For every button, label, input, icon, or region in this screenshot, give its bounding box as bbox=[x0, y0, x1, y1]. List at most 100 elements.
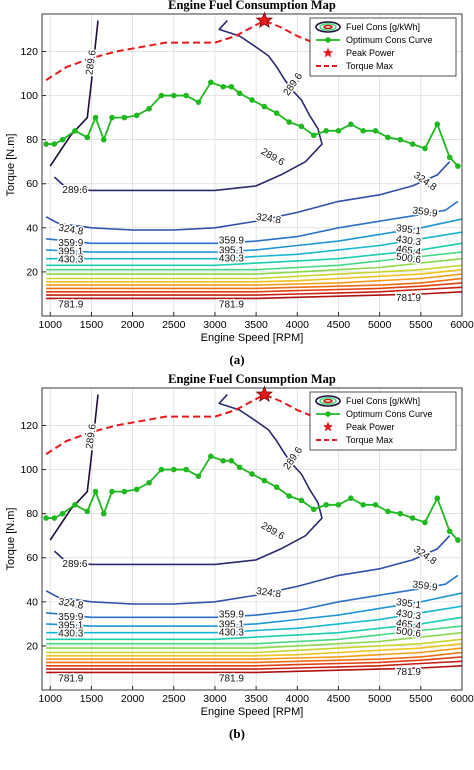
contour-label: 289.6 bbox=[84, 49, 98, 76]
optimum-curve-point bbox=[109, 488, 115, 495]
optimum-curve-point bbox=[59, 136, 66, 143]
optimum-curve-point bbox=[434, 121, 441, 128]
optimum-curve-point bbox=[92, 114, 99, 121]
peak-power-marker bbox=[255, 385, 274, 403]
contour-label: 395.1 bbox=[395, 223, 422, 237]
y-tick-label: 80 bbox=[26, 508, 38, 520]
optimum-curve-point bbox=[43, 141, 49, 147]
chart-panel-b: Engine Fuel Consumption Map 289.6 289.6 289… bbox=[0, 374, 474, 759]
contour-line-676.4 bbox=[46, 277, 462, 290]
contour-label: 289.6 bbox=[62, 185, 87, 196]
chart-panel-a: Engine Fuel Consumption Map 289.6 289.6 289… bbox=[5, 0, 474, 367]
contour-line-781.9 bbox=[46, 291, 462, 300]
optimum-curve-point bbox=[397, 136, 404, 143]
optimum-curve-point bbox=[100, 510, 107, 517]
x-tick-label: 2500 bbox=[162, 319, 186, 331]
optimum-curve-point bbox=[121, 114, 128, 121]
contour-label: 781.9 bbox=[219, 300, 244, 311]
contour-line-395.1 bbox=[46, 592, 462, 627]
optimum-curve-point bbox=[372, 128, 379, 134]
peak-power-marker bbox=[255, 11, 274, 29]
optimum-curve-point bbox=[261, 103, 268, 110]
contour-line-781.9 bbox=[46, 665, 462, 674]
y-tick-label: 60 bbox=[26, 552, 38, 564]
contour-label: 359.9 bbox=[58, 238, 83, 249]
optimum-curve-point bbox=[455, 537, 461, 543]
legend-fuel-cons-icon bbox=[319, 396, 337, 405]
optimum-curve-point bbox=[335, 128, 342, 134]
legend-fuel-cons-icon bbox=[323, 24, 333, 30]
x-tick-label: 6000 bbox=[450, 319, 474, 331]
optimum-curve-point bbox=[170, 92, 177, 99]
optimum-curve-point bbox=[385, 134, 391, 141]
x-tick-label: 3000 bbox=[203, 319, 227, 331]
contour-line-430.3 bbox=[46, 605, 462, 634]
optimum-curve-point bbox=[236, 464, 243, 471]
optimum-curve-point bbox=[310, 506, 317, 513]
optimum-curve-point bbox=[286, 119, 292, 125]
panel-caption: (b) bbox=[229, 726, 245, 741]
optimum-curve-point bbox=[261, 477, 268, 484]
x-tick-label: 3000 bbox=[203, 693, 227, 705]
contour-line-359.9 bbox=[46, 200, 459, 245]
legend-entry: Peak Power bbox=[346, 422, 395, 432]
optimum-curve-point bbox=[43, 515, 49, 521]
x-tick-label: 5500 bbox=[409, 693, 433, 705]
x-tick-label: 4500 bbox=[327, 319, 351, 331]
optimum-curve-point bbox=[100, 136, 107, 143]
contour-label: 430.3 bbox=[395, 608, 422, 622]
contour-line-289.6 bbox=[53, 394, 323, 566]
optimum-curve-point bbox=[249, 471, 255, 477]
contour-label: 359.9 bbox=[58, 612, 83, 623]
x-tick-label: 5000 bbox=[368, 693, 392, 705]
y-tick-label: 100 bbox=[20, 90, 38, 102]
x-tick-label: 2000 bbox=[121, 319, 145, 331]
optimum-curve-point bbox=[146, 105, 152, 112]
contour-line-500.6 bbox=[46, 625, 462, 645]
plot-layer: 289.6289.6289.6289.6324.8324.8324.8359.9… bbox=[43, 393, 462, 686]
contour-line-676.4 bbox=[46, 651, 462, 664]
optimum-curve-point bbox=[310, 132, 317, 139]
optimum-curve-point bbox=[72, 128, 78, 134]
contour-label: 430.3 bbox=[219, 627, 244, 638]
contour-label: 359.9 bbox=[219, 610, 244, 621]
contour-label: 289.6 bbox=[62, 559, 87, 570]
optimum-curve-point bbox=[273, 110, 280, 116]
optimum-curve-point bbox=[360, 502, 366, 508]
contour-label: 781.9 bbox=[396, 293, 421, 304]
contour-label: 359.9 bbox=[412, 205, 439, 219]
contour-line-570.9 bbox=[46, 264, 462, 280]
legend-optimum-icon bbox=[325, 411, 331, 417]
contour-label: 324.8 bbox=[255, 586, 282, 600]
optimum-curve-point bbox=[183, 466, 189, 473]
optimum-curve-point bbox=[446, 154, 453, 161]
legend-entry: Torque Max bbox=[346, 435, 394, 445]
chart-title: Engine Fuel Consumption Map bbox=[168, 0, 336, 12]
optimum-curve-point bbox=[228, 457, 235, 464]
optimum-curve-point bbox=[286, 493, 292, 499]
optimum-curve-point bbox=[84, 134, 91, 141]
contour-line-570.9 bbox=[46, 638, 462, 654]
x-tick-label: 4000 bbox=[286, 693, 310, 705]
y-tick-label: 20 bbox=[26, 640, 38, 652]
contour-label: 781.9 bbox=[58, 674, 83, 685]
contour-line-324.8 bbox=[45, 161, 451, 231]
x-tick-label: 2000 bbox=[121, 693, 145, 705]
contour-label: 465.4 bbox=[395, 618, 422, 632]
y-tick-label: 120 bbox=[20, 46, 38, 58]
contour-line-289.6 bbox=[49, 20, 99, 167]
x-tick-label: 1000 bbox=[39, 319, 63, 331]
contour-label: 395.1 bbox=[58, 621, 83, 632]
contour-line-746.7 bbox=[46, 286, 462, 296]
contour-label: 359.9 bbox=[219, 236, 244, 247]
contour-label: 781.9 bbox=[58, 300, 83, 311]
contour-label: 395.1 bbox=[219, 246, 244, 257]
optimum-curve-point bbox=[335, 502, 342, 508]
optimum-curve-point bbox=[228, 83, 235, 90]
contour-label: 500.6 bbox=[395, 626, 422, 640]
y-tick-label: 20 bbox=[26, 266, 38, 278]
optimum-curve-point bbox=[348, 121, 354, 128]
y-tick-label: 120 bbox=[20, 420, 38, 432]
contour-label: 430.3 bbox=[219, 253, 244, 264]
contour-line-465.4 bbox=[46, 616, 462, 641]
